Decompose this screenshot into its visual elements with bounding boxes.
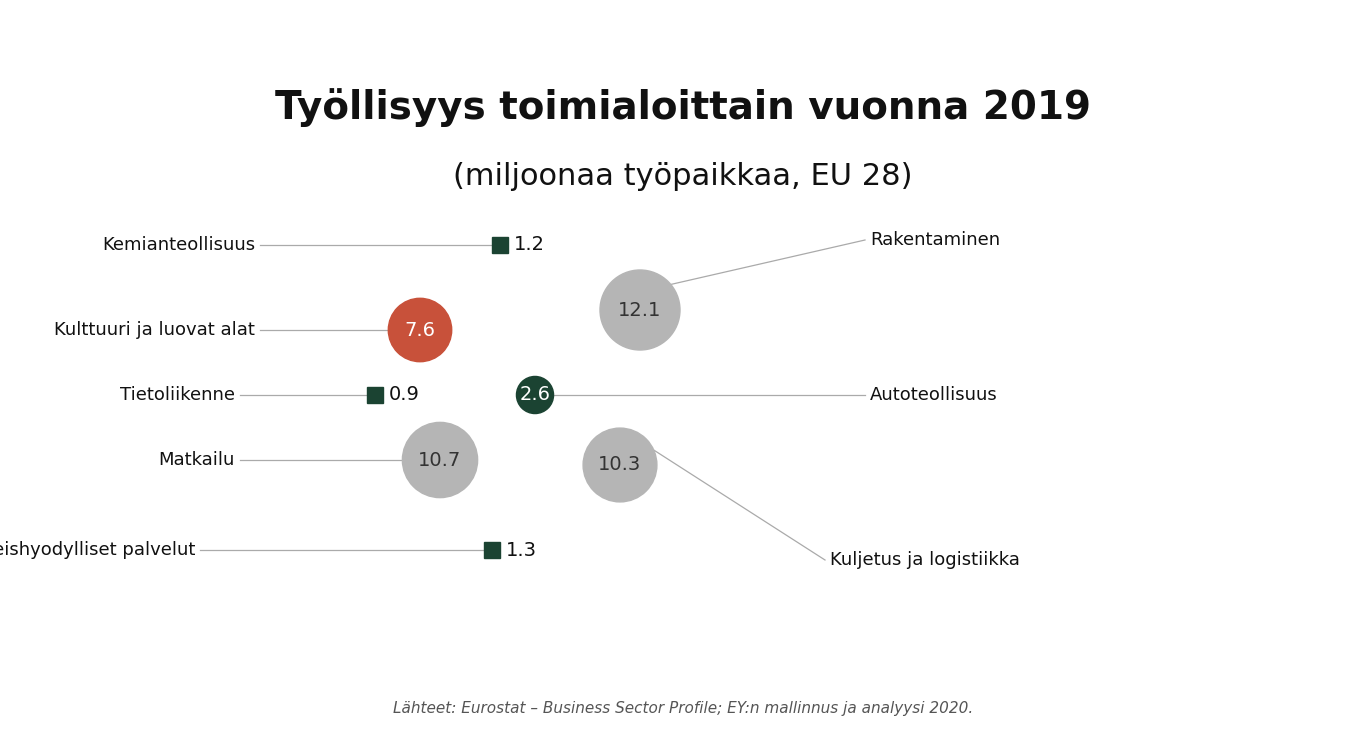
Text: Yleishyodylliset palvelut: Yleishyodylliset palvelut [0, 541, 195, 559]
Text: Autoteollisuus: Autoteollisuus [870, 386, 997, 404]
Text: 10.7: 10.7 [418, 450, 462, 469]
Circle shape [600, 270, 680, 350]
Text: 10.3: 10.3 [598, 455, 642, 475]
Text: 7.6: 7.6 [404, 320, 436, 339]
Text: Rakentaminen: Rakentaminen [870, 231, 1000, 249]
Circle shape [516, 376, 553, 413]
Text: Kemianteollisuus: Kemianteollisuus [102, 236, 255, 254]
Text: Tietoliikenne: Tietoliikenne [120, 386, 235, 404]
Text: 1.3: 1.3 [505, 540, 537, 559]
Text: Lähteet: Eurostat – Business Sector Profile; EY:n mallinnus ja analyysi 2020.: Lähteet: Eurostat – Business Sector Prof… [393, 701, 973, 716]
Text: Kulttuuri ja luovat alat: Kulttuuri ja luovat alat [55, 321, 255, 339]
Text: 2.6: 2.6 [519, 385, 550, 404]
Bar [492, 237, 508, 253]
Text: (miljoonaa työpaikkaa, EU 28): (miljoonaa työpaikkaa, EU 28) [454, 162, 912, 191]
Text: 12.1: 12.1 [619, 300, 661, 320]
Circle shape [388, 298, 452, 362]
Text: Kuljetus ja logistiikka: Kuljetus ja logistiikka [831, 551, 1020, 569]
Text: Matkailu: Matkailu [158, 451, 235, 469]
Circle shape [583, 428, 657, 502]
Text: Työllisyys toimialoittain vuonna 2019: Työllisyys toimialoittain vuonna 2019 [275, 89, 1091, 128]
Text: 0.9: 0.9 [389, 385, 419, 404]
Bar [367, 387, 382, 403]
Circle shape [403, 422, 478, 497]
Text: 1.2: 1.2 [514, 235, 545, 255]
Bar [484, 542, 500, 558]
